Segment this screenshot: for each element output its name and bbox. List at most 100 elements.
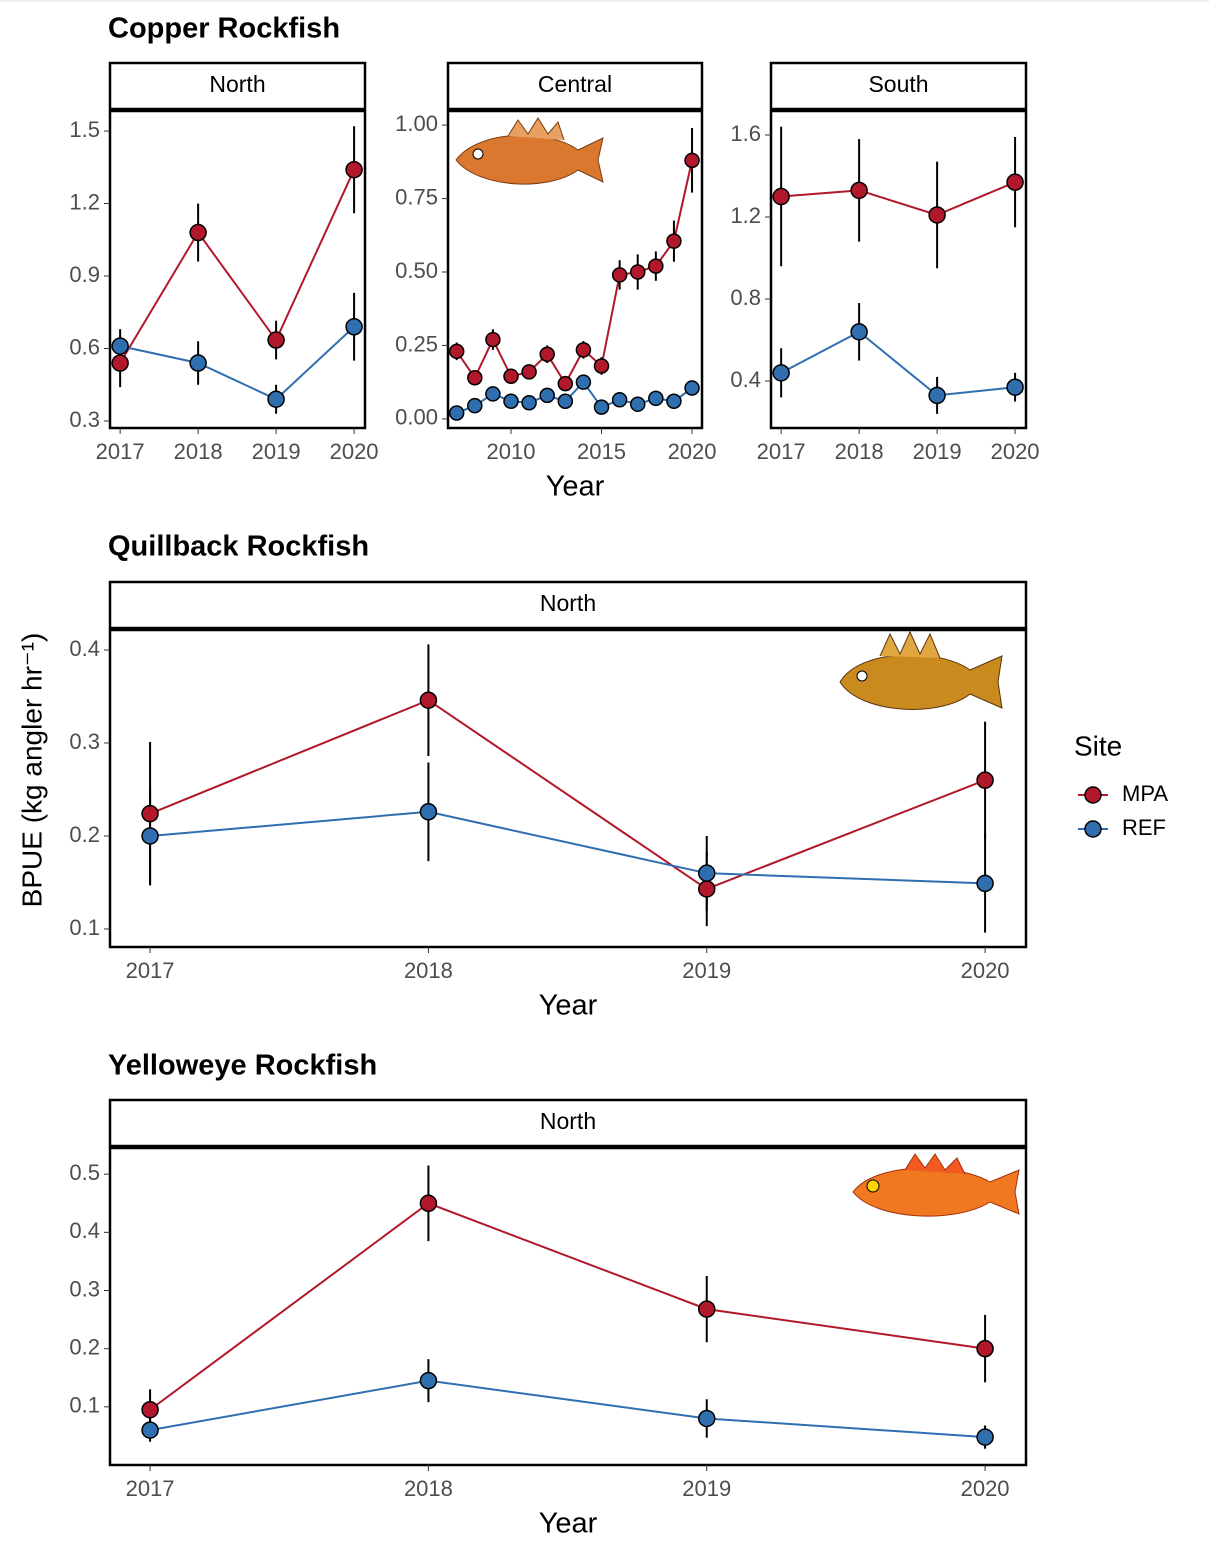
strip [446, 61, 704, 111]
point [850, 181, 868, 200]
strip [108, 61, 367, 111]
point [141, 804, 159, 823]
point [419, 691, 438, 709]
point [666, 233, 682, 249]
point [593, 358, 610, 374]
panel-title: Copper Rockfish [108, 13, 340, 45]
y-tick-label: 0.50 [395, 258, 438, 283]
series-line [119, 169, 355, 364]
x-tick-label: 2019 [252, 439, 301, 464]
point [419, 803, 438, 821]
y-tick-label: 1.00 [395, 111, 438, 136]
point [521, 394, 537, 411]
series-line [119, 326, 355, 401]
point [503, 368, 519, 385]
point [141, 1421, 159, 1439]
series-line [780, 330, 1016, 397]
strip [108, 1098, 1028, 1148]
point [684, 380, 700, 396]
x-tick-label: 2017 [126, 1476, 175, 1501]
series-line [149, 699, 986, 891]
strip-label: Central [538, 71, 612, 97]
x-tick-label: 2018 [404, 958, 453, 983]
point [697, 1300, 716, 1318]
point [697, 864, 716, 882]
point [976, 874, 994, 893]
point [648, 390, 664, 407]
point [189, 223, 207, 242]
y-tick-label: 0.8 [730, 285, 761, 310]
x-tick-label: 2017 [757, 439, 806, 464]
point [593, 399, 610, 415]
strip [108, 580, 1028, 630]
fish-quillback [839, 630, 1003, 710]
strip-label: North [540, 1108, 596, 1134]
x-axis-title: Year [539, 1508, 598, 1540]
y-tick-label: 1.6 [730, 121, 761, 146]
point [629, 264, 646, 280]
strip-label: South [868, 71, 928, 97]
point [521, 364, 537, 380]
point [448, 343, 465, 360]
panel-title: Quillback Rockfish [108, 531, 369, 563]
point [485, 386, 501, 402]
y-tick-label: 1.2 [730, 203, 761, 228]
point [611, 267, 628, 283]
point [111, 337, 129, 355]
x-tick-label: 2020 [961, 1476, 1010, 1501]
point [345, 318, 363, 336]
point [648, 258, 664, 274]
x-tick-label: 2020 [991, 439, 1040, 464]
x-tick-label: 2017 [96, 439, 145, 464]
point [141, 827, 159, 845]
point [976, 1339, 994, 1358]
point [111, 354, 129, 372]
x-tick-label: 2017 [126, 958, 175, 983]
point [267, 390, 285, 408]
x-tick-label: 2020 [668, 439, 717, 464]
point [976, 1428, 994, 1446]
point [666, 393, 682, 410]
point [419, 1194, 438, 1213]
plot-frame [769, 109, 1028, 430]
point [976, 771, 994, 789]
y-tick-label: 0.4 [69, 636, 100, 661]
point [448, 405, 465, 421]
y-tick-label: 0.3 [69, 1276, 100, 1301]
y-tick-label: 0.1 [69, 915, 100, 940]
x-tick-label: 2015 [577, 439, 626, 464]
point [557, 375, 574, 392]
y-tick-label: 0.00 [395, 405, 438, 430]
point [575, 374, 592, 390]
y-tick-label: 0.4 [730, 367, 761, 392]
y-tick-label: 0.5 [69, 1160, 100, 1185]
point [267, 331, 285, 349]
point [575, 342, 592, 358]
point [467, 370, 483, 386]
point [503, 393, 519, 410]
series-line [149, 1379, 986, 1439]
y-tick-label: 0.9 [69, 262, 100, 287]
x-tick-label: 2018 [404, 1476, 453, 1501]
x-tick-label: 2018 [174, 439, 223, 464]
legend-title: Site [1074, 730, 1122, 761]
x-tick-label: 2018 [835, 439, 884, 464]
panel-title: Yelloweye Rockfish [108, 1050, 377, 1082]
point [189, 354, 207, 372]
plot-frame [108, 628, 1028, 949]
point [557, 393, 574, 410]
y-tick-label: 0.2 [69, 822, 100, 847]
legend-label: REF [1122, 815, 1166, 840]
point [1006, 378, 1024, 396]
y-tick-label: 0.75 [395, 184, 438, 209]
y-tick-label: 0.1 [69, 1393, 100, 1418]
point [539, 346, 555, 363]
y-tick-label: 0.6 [69, 334, 100, 359]
y-tick-label: 0.3 [69, 729, 100, 754]
y-tick-label: 0.2 [69, 1334, 100, 1359]
y-tick-label: 0.25 [395, 331, 438, 356]
point [419, 1371, 438, 1390]
point [684, 152, 700, 169]
point [850, 323, 868, 341]
